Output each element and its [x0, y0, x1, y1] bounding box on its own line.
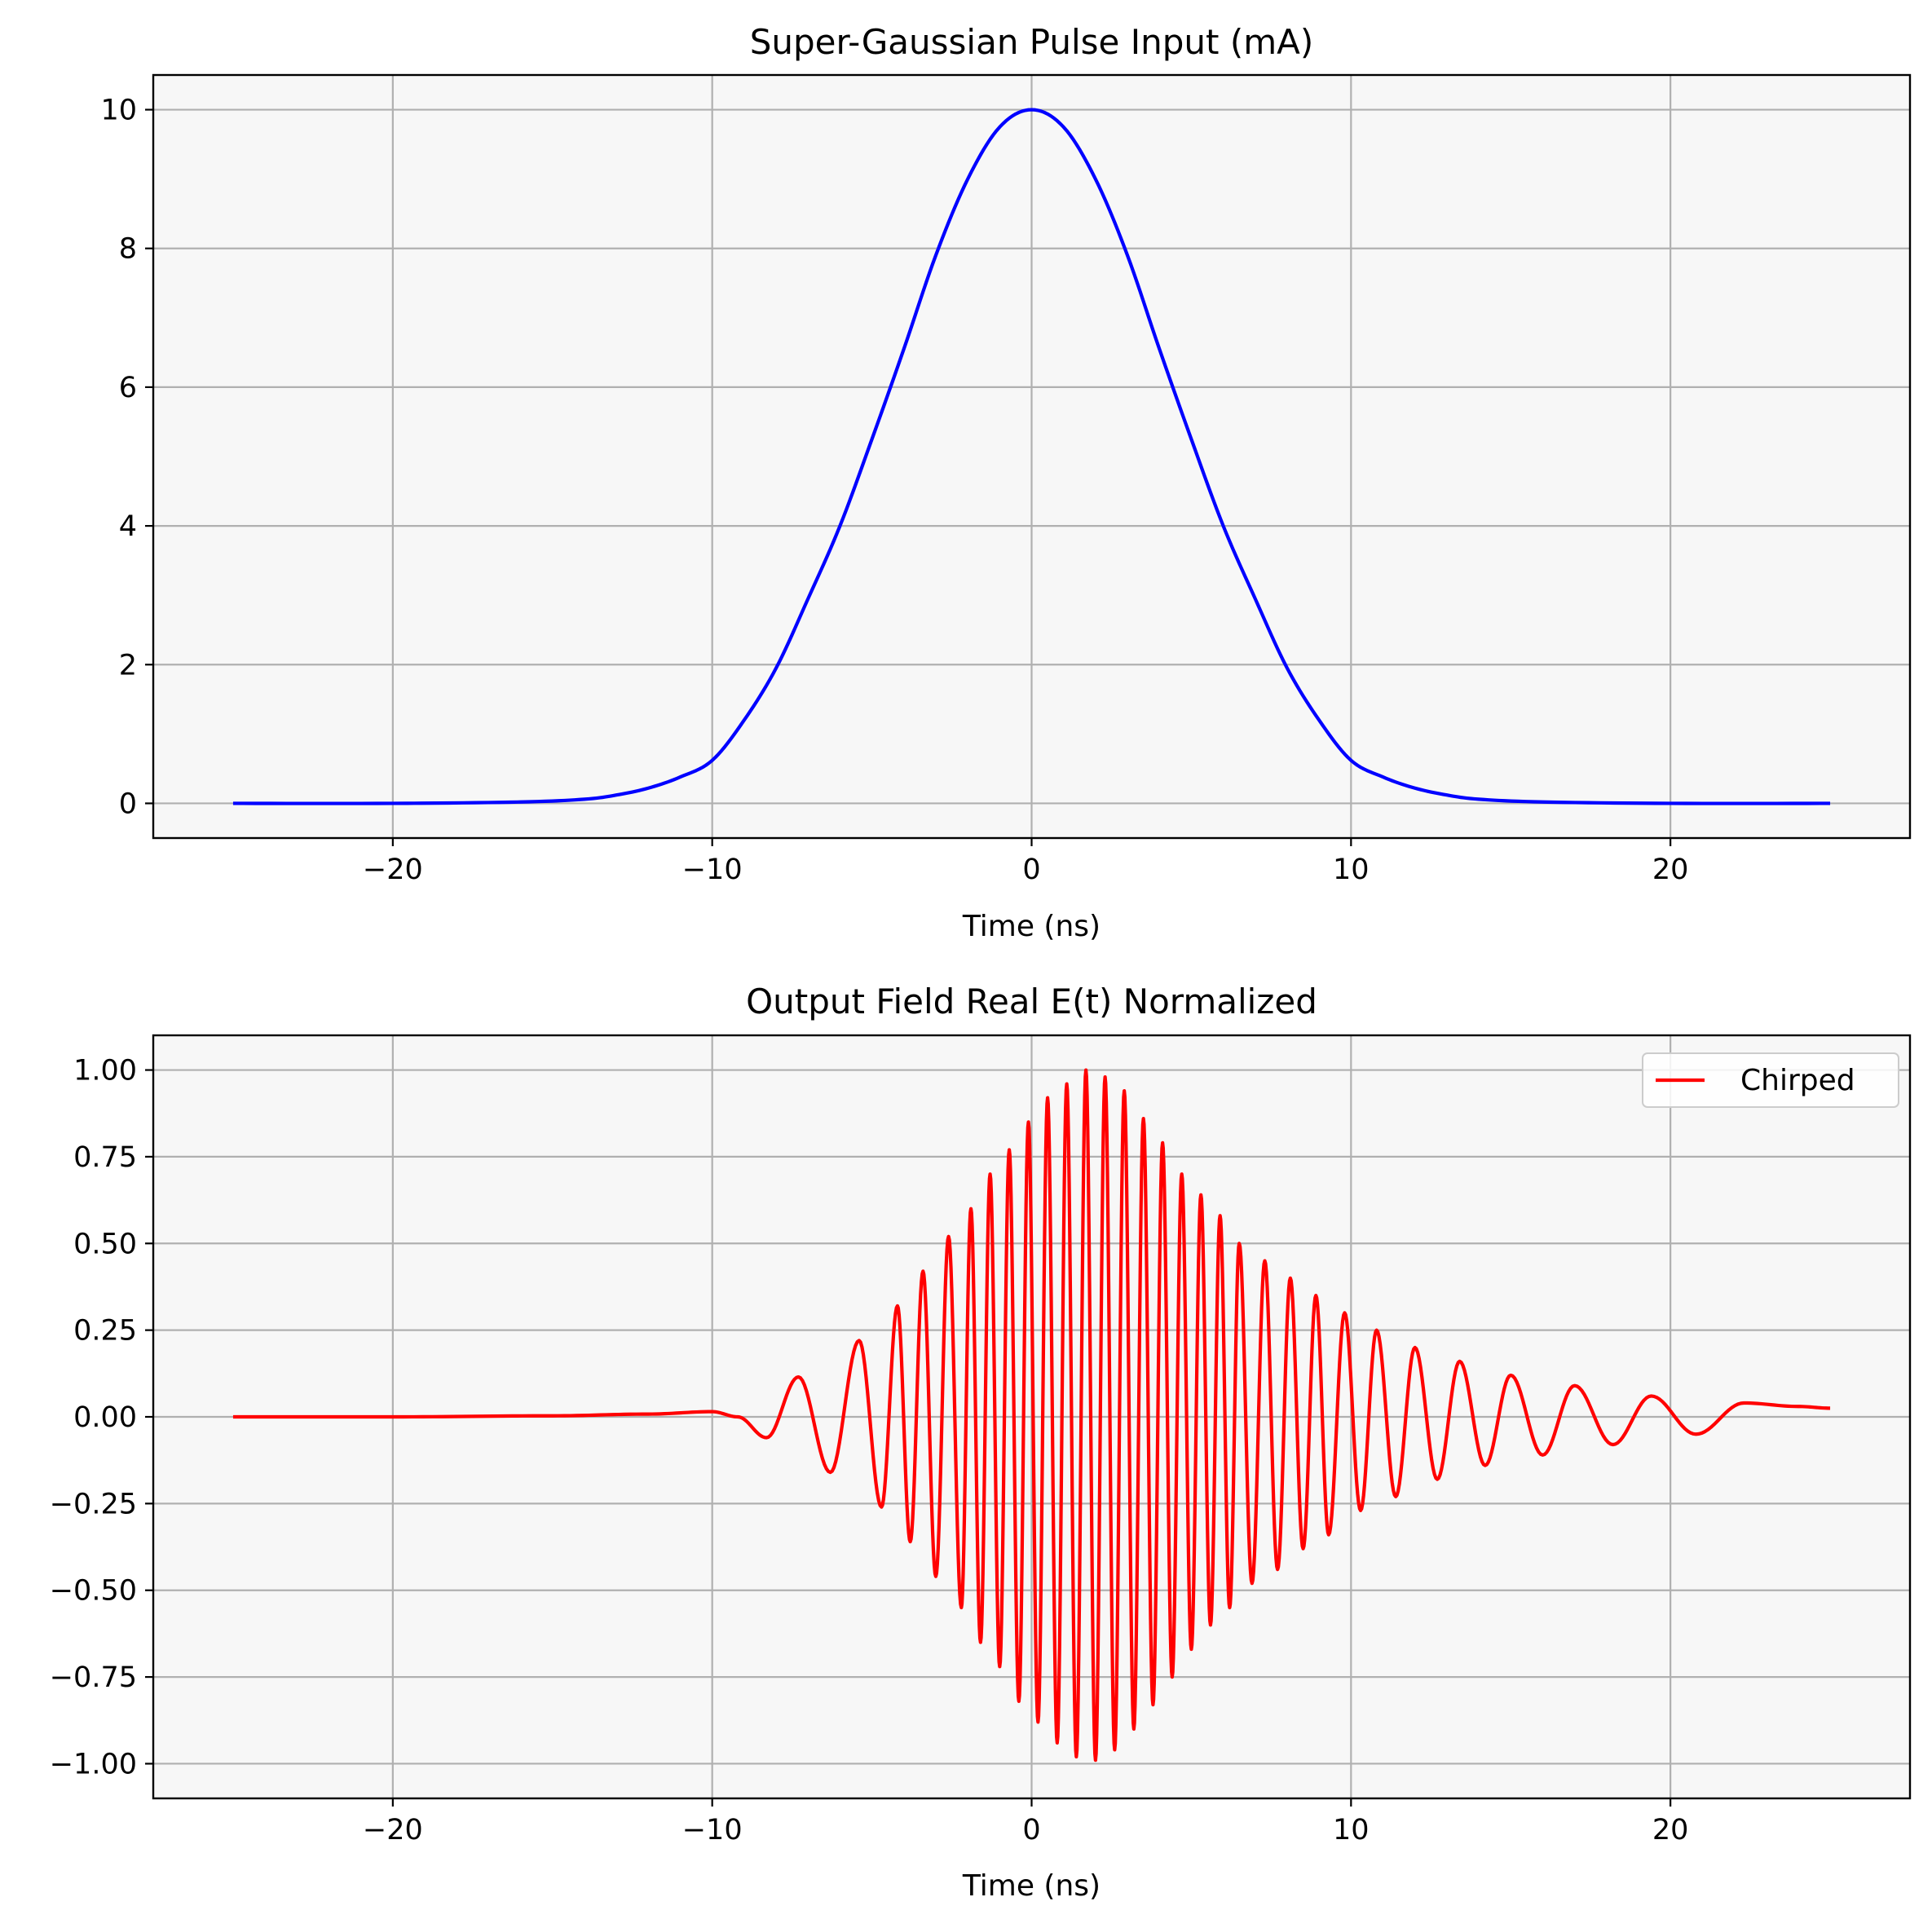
- chart-output-field-real: −20 −10 0 10 20 −1.00 −0.75 −0.50 −0.25 0.00 0.25 0…: [50, 982, 1912, 1903]
- legend-label: Chirped: [1740, 1064, 1855, 1097]
- y-tick-label: 6: [119, 372, 137, 404]
- x-tick-label: −20: [363, 854, 423, 886]
- x-tick-label: −20: [363, 1814, 423, 1846]
- x-tick-label: −10: [682, 854, 743, 886]
- x-tick-label: 20: [1652, 1814, 1689, 1846]
- y-tick-label: −0.50: [50, 1575, 137, 1608]
- y-tick-label: −0.25: [50, 1488, 137, 1520]
- y-tick-label: 0.00: [73, 1401, 137, 1434]
- y-tick-label: 0.25: [73, 1315, 137, 1348]
- x-tick-label: 0: [1022, 1814, 1040, 1846]
- x-tick-label: 10: [1333, 1814, 1370, 1846]
- y-tick-label: 10: [100, 95, 137, 127]
- y-tick-label: 8: [119, 233, 137, 266]
- x-tick-label: 20: [1652, 854, 1689, 886]
- x-axis-label: Time (ns): [962, 910, 1101, 943]
- chart-title: Output Field Real E(t) Normalized: [746, 982, 1317, 1021]
- x-axis-label: Time (ns): [962, 1869, 1101, 1903]
- y-tick-label: 2: [119, 649, 137, 682]
- y-tick-label: 0.50: [73, 1228, 137, 1260]
- legend-box: [1642, 1052, 1899, 1108]
- chart-title: Super-Gaussian Pulse Input (mA): [750, 22, 1314, 62]
- series-line-0: [232, 108, 1831, 805]
- y-tick-label: −0.75: [50, 1661, 137, 1694]
- y-tick-label: 1.00: [73, 1055, 137, 1088]
- x-tick-label: 0: [1022, 854, 1040, 886]
- y-tick-label: 4: [119, 510, 137, 543]
- y-tick-label: −1.00: [50, 1748, 137, 1780]
- x-tick-label: −10: [682, 1814, 743, 1846]
- x-tick-label: 10: [1333, 854, 1370, 886]
- y-tick-label: 0: [119, 788, 137, 820]
- legend: Chirped: [1642, 1052, 1899, 1108]
- chart-super-gaussian-pulse-input: −20 −10 0 10 20 0 2 4 6 8 10 Super-Gaussian Pulse I…: [100, 22, 1912, 943]
- series-line-chirped: [232, 1068, 1831, 1763]
- y-tick-label: 0.75: [73, 1141, 137, 1174]
